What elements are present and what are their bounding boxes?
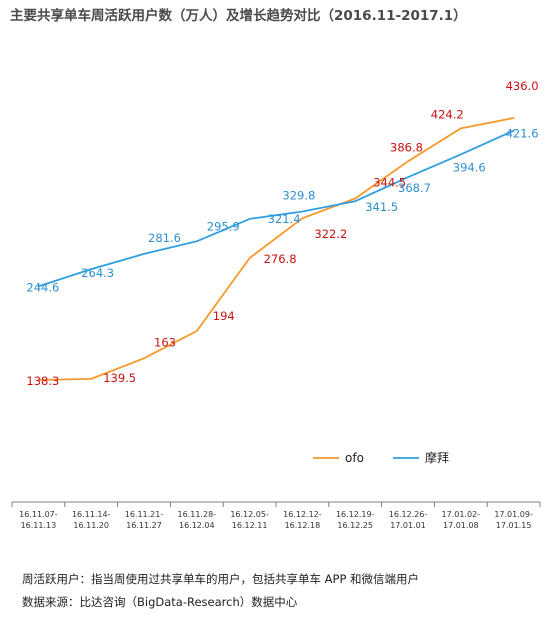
data-label-ofo-4: 276.8: [264, 252, 297, 266]
data-label-mobike-5: 329.8: [282, 189, 315, 203]
x-tick-label-6: 16.12.19-16.12.25: [336, 510, 375, 530]
data-label-ofo-5: 322.2: [314, 227, 347, 241]
x-tick-label-3: 16.11.28-16.12.04: [178, 510, 217, 530]
data-label-ofo-9: 436.0: [506, 79, 539, 93]
data-label-mobike-9: 421.6: [506, 127, 539, 141]
legend-label-mobike: 摩拜: [425, 450, 449, 465]
footnote-definition: 周活跃用户：指当周使用过共享单车的用户，包括共享单车 APP 和微信端用户: [22, 572, 420, 586]
data-label-mobike-4: 321.4: [268, 212, 301, 226]
data-label-mobike-8: 394.6: [453, 160, 486, 174]
footnote: 周活跃用户：指当周使用过共享单车的用户，包括共享单车 APP 和微信端用户 数据…: [22, 568, 419, 614]
x-tick-label-4: 16.12.05-16.12.11: [230, 510, 269, 530]
series-line-ofo: [37, 117, 515, 381]
data-labels: 138.3 139.5 163 194 276.8 322.2 344.5 386.8 424.…: [26, 79, 538, 388]
legend: ofo 摩拜: [313, 450, 449, 465]
series-line-mobike: [37, 129, 515, 288]
data-label-ofo-0: 138.3: [26, 374, 59, 388]
x-tick-label-0: 16.11.07-16.11.13: [19, 510, 58, 530]
footnote-source: 数据来源：比达咨询（BigData-Research）数据中心: [22, 595, 298, 609]
data-label-ofo-2: 163: [154, 335, 176, 349]
chart-title: 主要共享单车周活跃用户数（万人）及增长趋势对比（2016.11-2017.1）: [10, 8, 467, 24]
data-label-ofo-6: 344.5: [373, 176, 406, 190]
data-label-mobike-0: 244.6: [26, 280, 59, 294]
x-tick-label-8: 17.01.02-17.01.08: [442, 510, 481, 530]
data-label-mobike-2: 281.6: [148, 231, 181, 245]
x-axis: 16.11.07-16.11.13 16.11.14-16.11.20 16.11.…: [11, 501, 541, 530]
x-tick-label-2: 16.11.21-16.11.27: [125, 510, 164, 530]
legend-label-ofo: ofo: [345, 451, 364, 465]
x-tick-label-9: 17.01.09-17.01.15: [494, 510, 533, 530]
line-chart: 138.3 139.5 163 194 276.8 322.2 344.5 386.8 424.…: [11, 79, 541, 530]
x-tick-label-7: 16.12.26-17.01.01: [389, 510, 428, 530]
x-tick-label-5: 16.12.12-16.12.18: [283, 510, 322, 530]
data-label-ofo-7: 386.8: [390, 140, 423, 154]
data-label-ofo-8: 424.2: [431, 107, 464, 121]
data-label-mobike-3: 295.9: [207, 219, 240, 233]
data-label-ofo-1: 139.5: [103, 371, 136, 385]
data-label-mobike-6: 341.5: [365, 200, 398, 214]
data-label-ofo-3: 194: [213, 309, 235, 323]
series-lines: [37, 117, 515, 381]
data-label-mobike-7: 368.7: [398, 181, 431, 195]
data-label-mobike-1: 264.3: [81, 266, 114, 280]
x-tick-label-1: 16.11.14-16.11.20: [72, 510, 111, 530]
